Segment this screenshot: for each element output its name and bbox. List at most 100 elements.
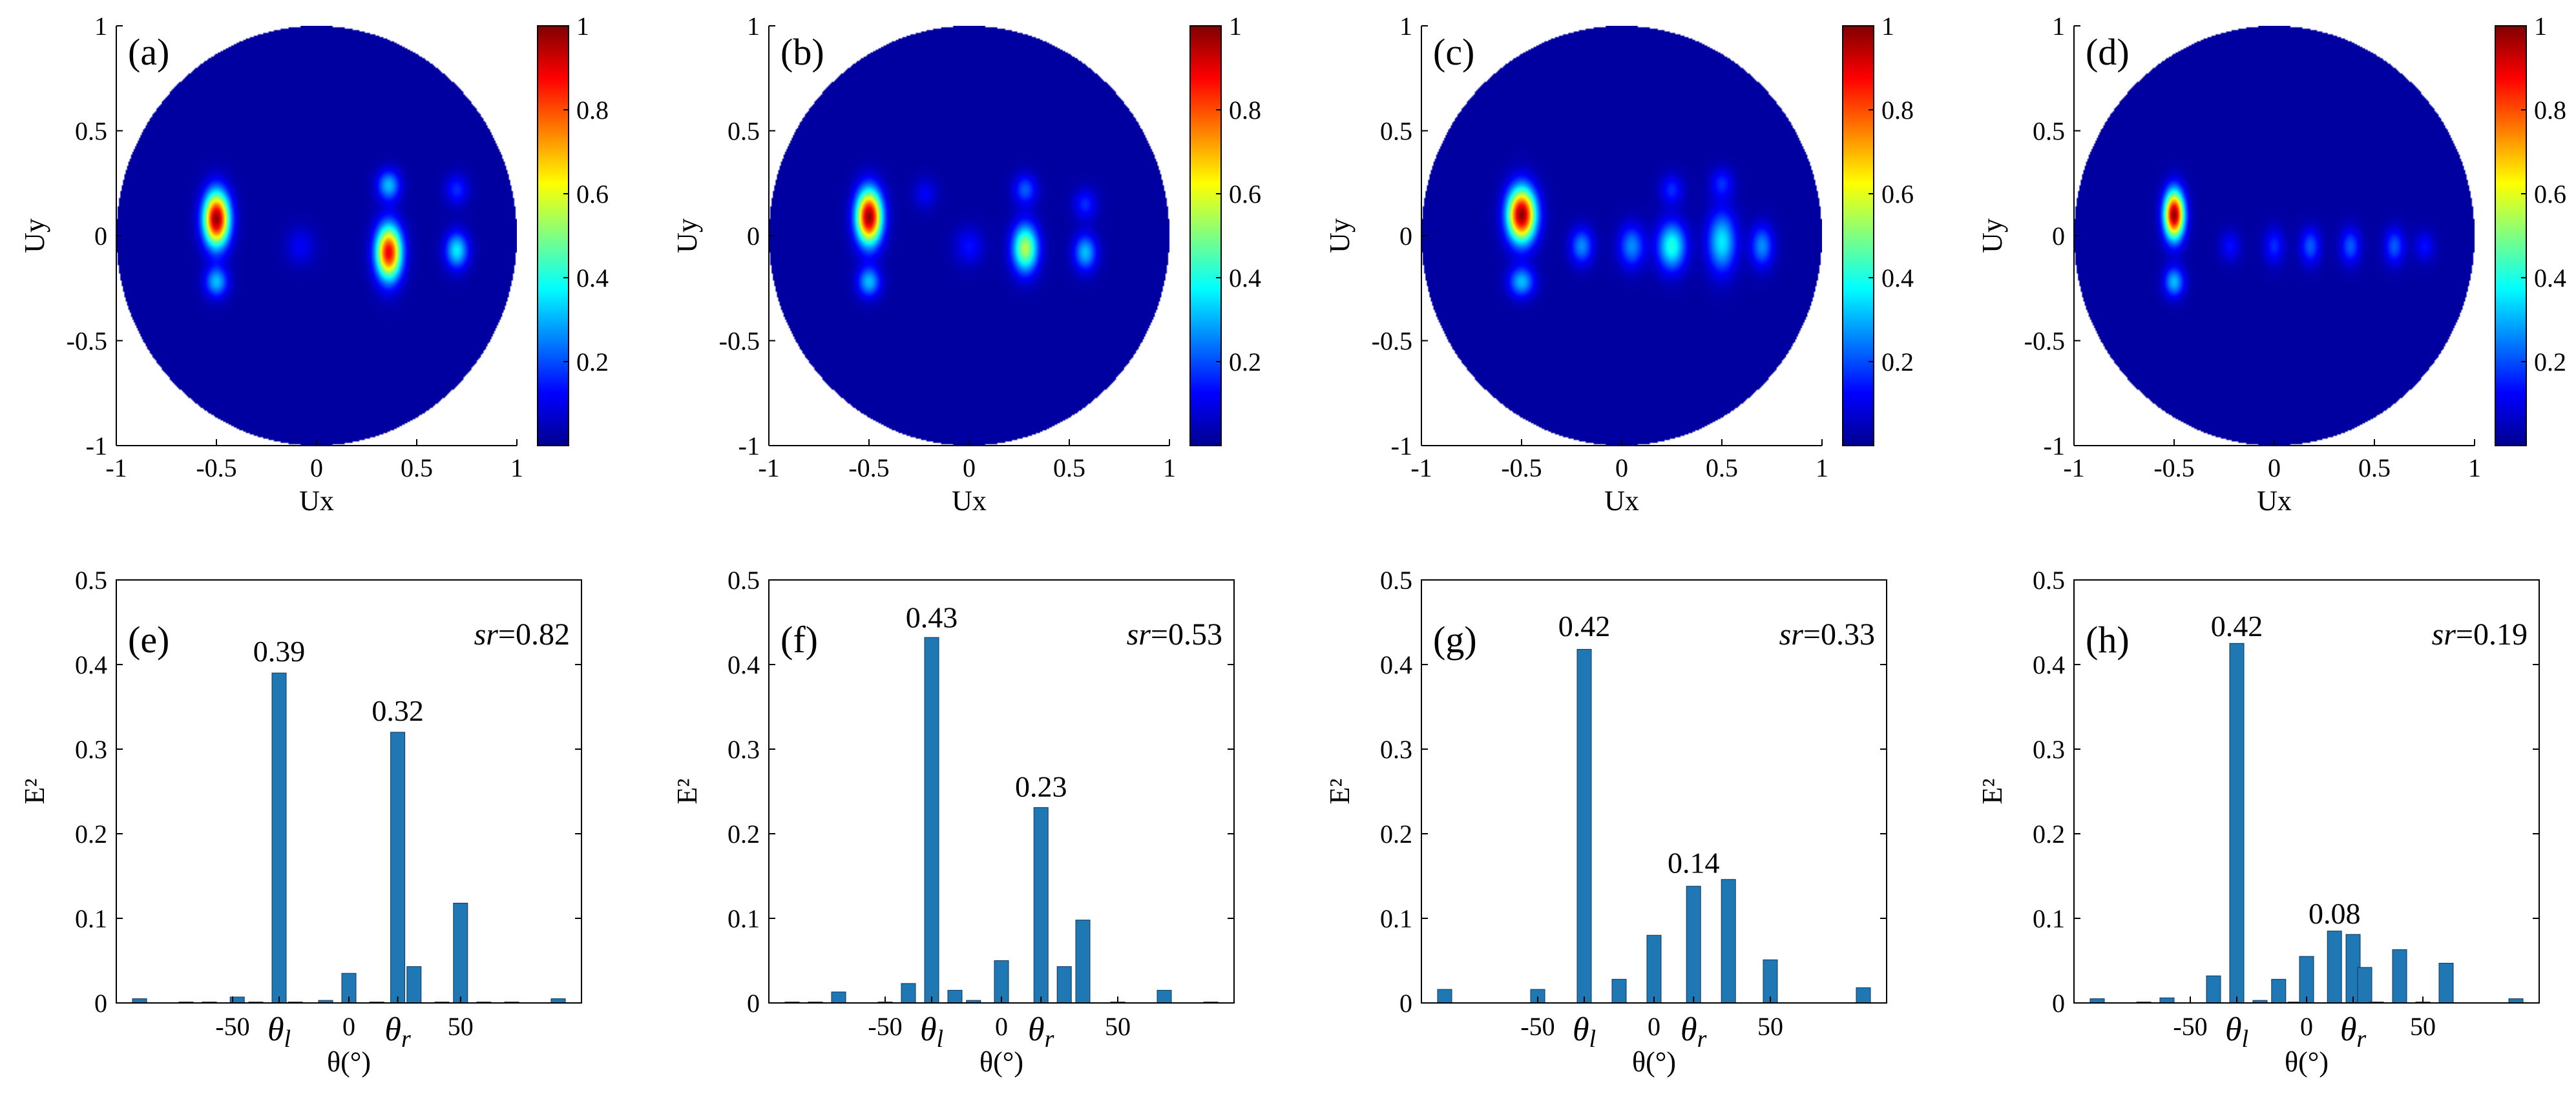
map-panel: -1 -0.5 0 0.5 1 1 0.5 0 -0.5 -1 Ux Uy (a) 1 0.8 0.6 0.4 0… [19, 12, 609, 517]
theta-symbol: θ [1028, 1011, 1045, 1048]
bar [2229, 643, 2245, 1004]
x-tick-label: 0 [2300, 1012, 2313, 1041]
theta-symbol: θ [384, 1011, 401, 1048]
x-axis-label: Ux [1604, 485, 1639, 517]
x-tick-label: 50 [448, 1012, 474, 1041]
y-tick-label: 0.4 [728, 650, 760, 679]
x-tick-label: -1 [1410, 453, 1432, 482]
y-tick-label: 0.1 [2033, 904, 2065, 933]
y-axis-label: E² [1976, 778, 2008, 804]
x-tick-label: 50 [2410, 1012, 2436, 1041]
y-tick-label: -0.5 [1372, 327, 1412, 356]
x-tick-label-theta: θr [384, 1011, 411, 1053]
y-tick-label: 0 [1399, 989, 1412, 1018]
colorbar-tick-label: 0.8 [2534, 96, 2566, 125]
x-axis-label: θ(°) [327, 1046, 371, 1078]
y-tick-label: 0.5 [2033, 566, 2065, 595]
y-axis-label: Uy [1324, 218, 1356, 253]
sr-annotation: sr=0.33 [1779, 617, 1875, 652]
bar [1763, 959, 1778, 1004]
bar-chart-panel: 00.10.20.30.40.5-50 θl 0 θr 50θ(°)E²(e) sr=0.… [19, 566, 582, 1078]
x-axis-label: Ux [299, 485, 334, 517]
far-field-heatmap [769, 26, 1169, 446]
y-tick-label: 0.5 [1380, 566, 1412, 595]
x-tick-label: -0.5 [196, 453, 236, 482]
y-axis-label: E² [1324, 778, 1356, 804]
y-tick-label: 0.3 [75, 735, 107, 764]
y-tick-label: 0.4 [2033, 650, 2065, 679]
y-tick-label: 0.1 [1380, 904, 1412, 933]
y-tick-label: -0.5 [719, 327, 760, 356]
peak-value-label: 0.14 [1668, 847, 1720, 880]
panel-label: (h) [2086, 619, 2130, 661]
colorbar [2495, 25, 2527, 446]
bar-chart-panel: 00.10.20.30.40.5-50 θl 0 θr 50θ(°)E²(f) sr=0.… [671, 566, 1235, 1078]
sr-annotation: sr=0.53 [1127, 617, 1222, 652]
peak-value-label: 0.08 [2309, 897, 2361, 930]
x-tick-label: -50 [215, 1012, 249, 1041]
y-tick-label: 0 [2052, 222, 2065, 251]
bar [1157, 989, 1172, 1004]
theta-subscript: l [1589, 1026, 1596, 1053]
peak-value-label: 0.43 [906, 601, 958, 634]
x-tick-label-theta: θl [920, 1011, 943, 1053]
y-tick-label: 0.4 [1380, 650, 1412, 679]
x-tick-label: 1 [1163, 453, 1176, 482]
far-field-heatmap [2074, 26, 2475, 446]
y-tick-label: 0.5 [728, 117, 760, 146]
x-tick-label-theta: θr [1028, 1011, 1054, 1053]
bar [1611, 978, 1627, 1004]
colorbar-tick-label: 0.4 [2534, 263, 2566, 293]
colorbar-tick-label: 0.6 [576, 180, 609, 209]
bar [453, 902, 468, 1004]
peak-value-label: 0.32 [372, 694, 424, 727]
x-tick-label: -50 [2173, 1012, 2207, 1041]
x-tick-label: 50 [1105, 1012, 1131, 1041]
x-tick-label: -50 [1520, 1012, 1555, 1041]
sr-annotation: sr=0.82 [474, 617, 570, 652]
sr-symbol: sr [1779, 617, 1804, 652]
y-axis-label: Uy [19, 218, 50, 253]
colorbar-tick-label: 1 [1229, 12, 1242, 41]
y-axis-label: E² [19, 778, 50, 804]
x-tick-label: 0.5 [1706, 453, 1738, 482]
far-field-heatmap [1421, 26, 1822, 446]
y-tick-label: 0.5 [1380, 117, 1412, 146]
y-tick-label: 0.2 [728, 820, 760, 849]
x-tick-label: -0.5 [848, 453, 889, 482]
bar [2206, 975, 2221, 1004]
far-field-heatmap [116, 26, 517, 446]
sr-symbol: sr [1127, 617, 1151, 652]
x-axis-label: θ(°) [1632, 1046, 1676, 1078]
x-tick-label-theta: θl [2225, 1011, 2248, 1053]
y-tick-label: 0.5 [728, 566, 760, 595]
y-axis-label: Uy [671, 218, 703, 253]
y-tick-label: 0 [1399, 222, 1412, 251]
bar [1075, 920, 1091, 1004]
colorbar-tick-label: 0.2 [2534, 347, 2566, 377]
colorbar-tick-label: 0.2 [576, 347, 609, 377]
y-tick-label: 0.5 [75, 566, 107, 595]
y-tick-label: -1 [2044, 431, 2065, 460]
theta-symbol: θ [1681, 1011, 1697, 1048]
sr-value: =0.19 [2456, 617, 2528, 652]
theta-subscript: l [2241, 1026, 2248, 1053]
theta-subscript: l [936, 1026, 943, 1053]
x-tick-label: 0.5 [2358, 453, 2391, 482]
y-tick-label: 0.3 [1380, 735, 1412, 764]
sr-value: =0.82 [498, 617, 570, 652]
bar [406, 966, 422, 1004]
sr-annotation: sr=0.19 [2432, 617, 2528, 652]
bar-chart-panel: 00.10.20.30.40.5-50 θl 0 θr 50θ(°)E²(h) sr=0.… [1976, 566, 2540, 1078]
y-tick-label: 0.2 [75, 820, 107, 849]
x-tick-label: 50 [1757, 1012, 1783, 1041]
x-tick-label-theta: θr [1681, 1011, 1707, 1053]
bar [831, 991, 846, 1004]
y-tick-label: 0.2 [1380, 820, 1412, 849]
theta-symbol: θ [1573, 1011, 1589, 1048]
colorbar-tick-label: 0.4 [1881, 263, 1914, 293]
colorbar-tick-label: 0.4 [1229, 263, 1261, 293]
bar-panels: 00.10.20.30.40.5-50 θl 0 θr 50θ(°)E²(e) sr=0.… [19, 566, 2540, 1078]
x-tick-label: 0 [963, 453, 976, 482]
y-axis-label: Uy [1976, 218, 2008, 253]
